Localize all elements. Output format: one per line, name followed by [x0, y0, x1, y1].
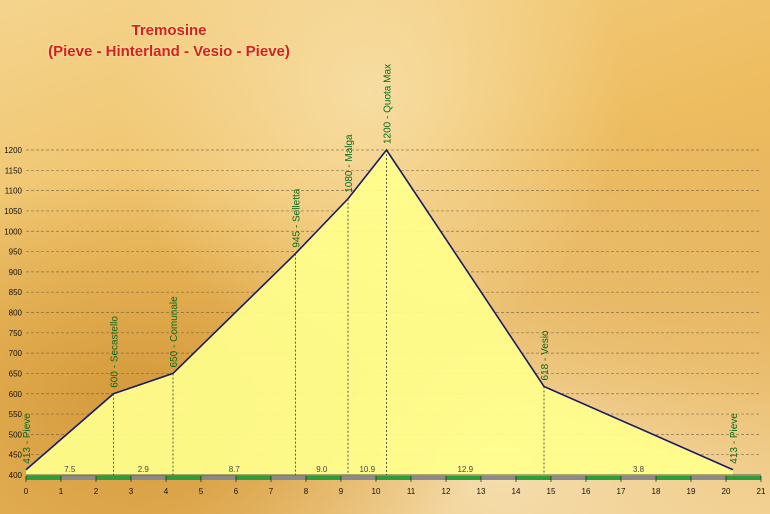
axis-bar-segment: [481, 476, 516, 480]
x-tick-label: 13: [477, 487, 486, 496]
segment-gradient-label: 7.5: [64, 465, 76, 474]
y-tick-label: 650: [9, 369, 23, 378]
axis-bar-segment: [341, 476, 376, 480]
x-tick-label: 21: [757, 487, 766, 496]
waypoint-label: 1200 - Quota Max: [383, 64, 394, 144]
y-tick-label: 1200: [4, 146, 22, 155]
y-tick-label: 550: [9, 410, 23, 419]
segment-gradient-label: 10.9: [359, 465, 375, 474]
axis-bar-segment: [621, 476, 656, 480]
waypoint-label: 945 - Selletta: [292, 188, 303, 247]
x-tick-label: 8: [304, 487, 309, 496]
axis-bar-segment: [26, 476, 61, 480]
x-tick-label: 11: [407, 487, 416, 496]
axis-bar-segment: [271, 476, 306, 480]
chart-title: Tremosine: [131, 22, 207, 39]
x-tick-label: 12: [442, 487, 451, 496]
y-tick-label: 600: [9, 390, 23, 399]
axis-bar-segment: [376, 476, 411, 480]
y-tick-label: 500: [9, 430, 23, 439]
waypoint-label: 600 - Secastello: [110, 316, 121, 388]
axis-bar-segment: [656, 476, 691, 480]
axis-bar-segment: [726, 476, 761, 480]
x-tick-label: 0: [24, 487, 29, 496]
segment-gradient-label: 12.9: [457, 465, 473, 474]
x-tick-label: 10: [372, 487, 381, 496]
axis-bar-segment: [551, 476, 586, 480]
axis-bar-segment: [446, 476, 481, 480]
chart-subtitle: (Pieve - Hinterland - Vesio - Pieve): [48, 43, 290, 60]
axis-bar-segment: [236, 476, 271, 480]
axis-bar-segment: [306, 476, 341, 480]
axis-bar-segment: [96, 476, 131, 480]
axis-bar-segment: [61, 476, 96, 480]
axis-bar-segment: [131, 476, 166, 480]
y-tick-label: 1050: [4, 207, 22, 216]
x-tick-label: 17: [617, 487, 626, 496]
y-tick-label: 800: [9, 309, 23, 318]
axis-bar-segment: [166, 476, 201, 480]
profile-fill: [26, 150, 733, 475]
x-tick-label: 1: [59, 487, 64, 496]
waypoint-label: 413 - Pieve: [729, 413, 740, 464]
waypoint-label: 650 - Comunale: [169, 296, 180, 368]
y-tick-label: 400: [9, 471, 23, 480]
axis-bar-segment: [411, 476, 446, 480]
waypoint-markers: [113, 150, 545, 475]
waypoint-label: 413 - Pieve: [22, 413, 33, 464]
segment-gradient-label: 8.7: [229, 465, 241, 474]
y-tick-label: 700: [9, 349, 23, 358]
x-tick-label: 18: [652, 487, 661, 496]
segment-gradient-label: 2.9: [138, 465, 150, 474]
x-tick-label: 14: [512, 487, 521, 496]
y-tick-label: 1150: [5, 166, 23, 175]
waypoint-label: 618 - Vesio: [540, 330, 551, 380]
y-tick-label: 950: [9, 248, 23, 257]
axis-bar-segment: [586, 476, 621, 480]
axis-bar-segment: [516, 476, 551, 480]
waypoint-labels: 413 - Pieve 600 - Secastello 650 - Comunal…: [22, 64, 740, 464]
x-tick-label: 2: [94, 487, 99, 496]
segment-gradient-label: 3.8: [633, 465, 645, 474]
x-tick-label: 9: [339, 487, 344, 496]
x-tick-label: 15: [547, 487, 556, 496]
x-tick-label: 20: [722, 487, 731, 496]
y-tick-label: 450: [9, 451, 23, 460]
x-tick-label: 5: [199, 487, 204, 496]
y-tick-label: 900: [9, 268, 23, 277]
waypoint-label: 1080 - Malga: [344, 134, 355, 193]
y-tick-label: 1100: [5, 187, 23, 196]
x-axis: 0 1 2 3 4 5 6 7 8 9 10 11 12 13 14 15 16 17 18 19 20 21: [24, 474, 766, 496]
x-tick-label: 16: [582, 487, 591, 496]
chart-title-block: Tremosine (Pieve - Hinterland - Vesio - …: [14, 20, 324, 62]
segment-gradient-labels: 7.5 2.9 8.7 9.0 10.9 12.9 3.8: [64, 465, 644, 474]
y-tick-label: 850: [9, 288, 23, 297]
x-tick-label: 6: [234, 487, 239, 496]
segment-gradient-label: 9.0: [316, 465, 328, 474]
x-tick-label: 7: [269, 487, 274, 496]
y-tick-label: 750: [9, 329, 23, 338]
axis-bar-segment: [201, 476, 236, 480]
x-tick-label: 19: [687, 487, 696, 496]
x-tick-label: 4: [164, 487, 169, 496]
elevation-area: [25, 148, 734, 475]
x-tick-label: 3: [129, 487, 134, 496]
y-tick-label: 1000: [4, 227, 22, 236]
profile-line: [25, 148, 734, 471]
axis-bar-segment: [691, 476, 726, 480]
y-axis: 400 450 500 550 600 650 700 750 800 850 900 950 1000…: [4, 146, 22, 480]
